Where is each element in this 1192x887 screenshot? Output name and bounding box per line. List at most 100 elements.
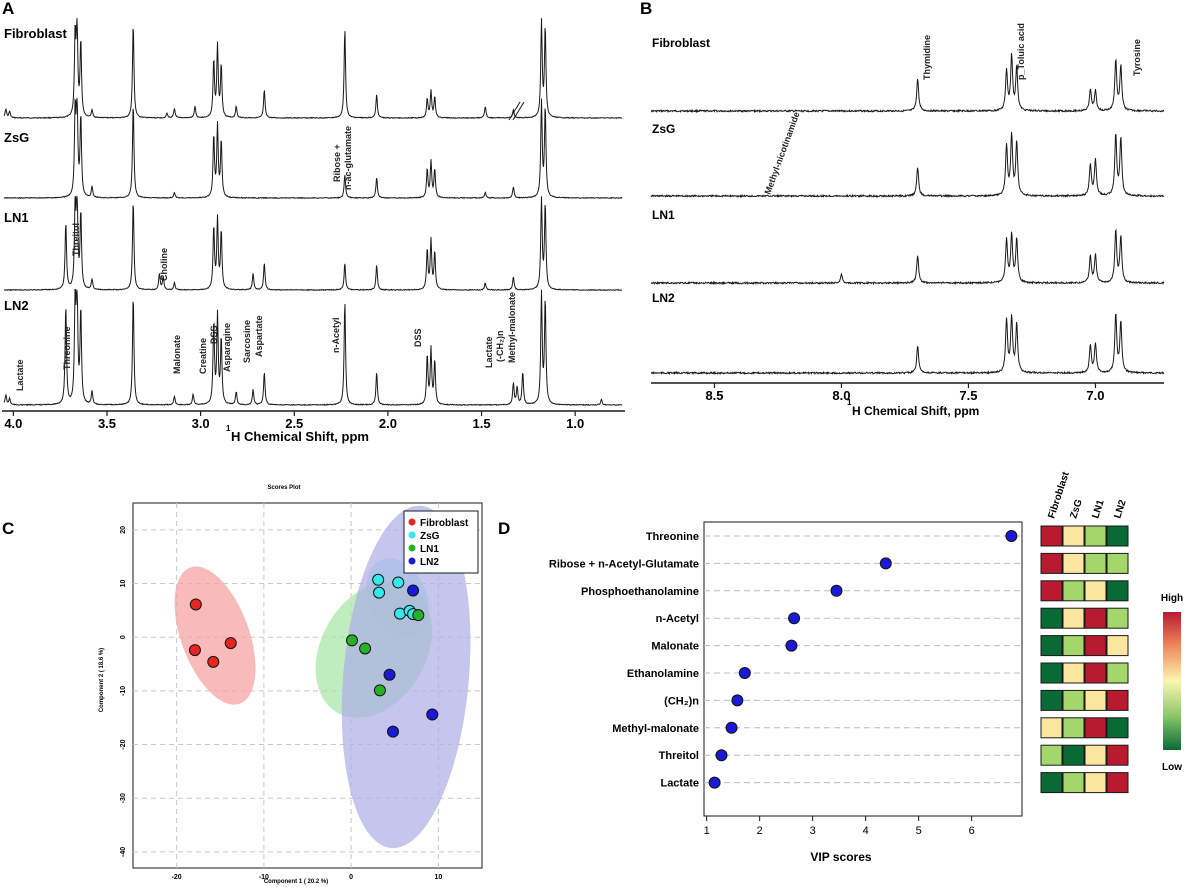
x-tick-label: 6 xyxy=(969,825,975,837)
annotation-a-nacetyl: n-Acetyl xyxy=(331,317,341,353)
panel-a-series-label-fibroblast: Fibroblast xyxy=(4,26,68,41)
legend-marker-fibroblast xyxy=(408,518,416,526)
spectrum-ln1 xyxy=(3,195,623,292)
heatmap-cell xyxy=(1106,552,1129,574)
vip-category-label: n-Acetyl xyxy=(656,613,699,625)
panel-label-b: B xyxy=(640,0,652,18)
annotation-a-ribose: Ribose + xyxy=(332,144,342,182)
heatmap-cell xyxy=(1040,525,1063,547)
vip-point xyxy=(785,639,798,652)
annotation-a-nacglutamate: n-ac-glutamate xyxy=(343,126,353,190)
panel-label-a: A xyxy=(2,0,14,18)
panel-b-series-label-zsg: ZsG xyxy=(652,122,675,136)
x-tick-label: 3.5 xyxy=(98,416,116,431)
panel-a-series-label-ln1: LN1 xyxy=(4,210,29,225)
vip-category-label: Phosphoethanolamine xyxy=(581,586,699,598)
x-tick-label: 4 xyxy=(863,825,869,837)
score-point-ln2 xyxy=(426,708,439,721)
heatmap-column-label: LN1 xyxy=(1090,498,1106,520)
annotation-b-thymidine: Thymidine xyxy=(922,35,932,80)
spectrum-zsg xyxy=(3,97,623,200)
spectrum-ln1 xyxy=(650,228,1165,286)
panel-b-series-label-fibroblast: Fibroblast xyxy=(652,36,710,50)
heatmap-cell xyxy=(1084,607,1107,629)
panel-d-plot-frame xyxy=(703,521,1023,817)
heatmap-cell xyxy=(1106,662,1129,684)
score-point-fibroblast xyxy=(189,598,202,611)
score-point-fibroblast xyxy=(207,655,220,668)
panel-d-ticks: 1 2 3 4 5 6 xyxy=(704,816,975,837)
heatmap-cell xyxy=(1106,580,1129,602)
y-tick-label: -20 xyxy=(120,739,127,749)
spectrum-fibroblast xyxy=(650,52,1165,114)
panel-a-xlabel: H Chemical Shift, ppm xyxy=(231,429,369,444)
x-tick-label: 4.0 xyxy=(4,416,22,431)
score-point-ln1 xyxy=(373,684,386,697)
heatmap-cell xyxy=(1062,689,1085,711)
heatmap-cell xyxy=(1106,717,1129,739)
y-tick-label: -30 xyxy=(120,793,127,803)
panel-d-heatmap xyxy=(1040,525,1129,794)
panel-label-d: D xyxy=(498,519,510,538)
axis-break-mark xyxy=(508,101,521,121)
heatmap-cell xyxy=(1062,744,1085,766)
annotation-a-lactate-left: Lactate xyxy=(15,359,25,391)
heatmap-cell xyxy=(1084,689,1107,711)
score-point-ln2 xyxy=(387,725,400,738)
score-point-ln2 xyxy=(407,584,420,597)
annotation-b-tyrosine: Tyrosine xyxy=(1132,39,1142,76)
legend-label-zsg: ZsG xyxy=(420,531,440,542)
x-tick-label: 5 xyxy=(916,825,922,837)
heatmap-cell xyxy=(1040,635,1063,657)
heatmap-cell xyxy=(1040,744,1063,766)
x-tick-label: 8.5 xyxy=(705,388,723,403)
score-point-zsg xyxy=(372,573,385,586)
legend-marker-ln2 xyxy=(408,557,416,565)
panel-a-ticks: 4.0 3.5 3.0 2.5 2.0 1.5 1.0 xyxy=(4,411,584,431)
vip-point xyxy=(1005,530,1018,542)
x-tick-label: 1.0 xyxy=(566,416,584,431)
panel-c-ylabel: Component 2 ( 18.6 %) xyxy=(99,648,105,712)
score-point-fibroblast xyxy=(224,637,237,650)
annotation-a-choline: Choline xyxy=(159,248,169,281)
heatmap-cell xyxy=(1106,607,1129,629)
heatmap-cell xyxy=(1062,635,1085,657)
y-tick-label: 10 xyxy=(120,580,127,588)
vip-point xyxy=(788,612,801,625)
spectrum-fibroblast xyxy=(3,18,622,120)
annotation-a-threitol: Threitol xyxy=(71,223,81,256)
panel-d-colorbar xyxy=(1163,612,1181,750)
heatmap-cell xyxy=(1040,580,1063,602)
spectrum-ln2 xyxy=(650,313,1165,376)
heatmap-cell xyxy=(1040,662,1063,684)
panel-d-rows: Threonine Ribose + n-Acetyl-Glutamate Phos… xyxy=(549,530,1022,790)
x-tick-label: 3.0 xyxy=(192,416,210,431)
annotation-a-ch2n: (-CH₂)n xyxy=(495,331,505,363)
x-tick-label: 2.5 xyxy=(285,416,303,431)
annotation-a-asparagine: Asparagine xyxy=(222,323,232,372)
heatmap-cell xyxy=(1084,525,1107,547)
heatmap-cell xyxy=(1106,635,1129,657)
legend-label-fibroblast: Fibroblast xyxy=(420,518,469,529)
vip-point xyxy=(738,667,751,679)
y-tick-label: 0 xyxy=(120,635,127,639)
panel-a-xlabel-prefix: 1 xyxy=(226,424,231,433)
heatmap-cell xyxy=(1062,772,1085,794)
annotation-a-dss-right: DSS xyxy=(413,328,423,347)
axis-break-mark xyxy=(512,101,525,121)
heatmap-cell xyxy=(1040,552,1063,574)
legend-marker-ln1 xyxy=(408,544,416,552)
heatmap-cell xyxy=(1062,525,1085,547)
panel-c-ticks: -20 -10 0 10 20 10 0 -10 -20 -30 -40 xyxy=(120,526,442,881)
panel-d-xlabel: VIP scores xyxy=(810,850,871,864)
panel-c: Scores Plot -20 -10 0 10 20 10 0 -10 -20 -30 -40 C… xyxy=(99,485,483,885)
vip-category-label: Threitol xyxy=(659,750,699,762)
heatmap-cell xyxy=(1084,744,1107,766)
heatmap-cell xyxy=(1084,662,1107,684)
vip-point xyxy=(715,749,728,762)
annotation-b-ptoluic: p_Toluic acid xyxy=(1016,23,1026,80)
y-tick-label: -10 xyxy=(120,686,127,696)
heatmap-cell xyxy=(1040,717,1063,739)
vip-category-label: Lactate xyxy=(660,778,699,790)
heatmap-column-label: LN2 xyxy=(1112,498,1128,520)
